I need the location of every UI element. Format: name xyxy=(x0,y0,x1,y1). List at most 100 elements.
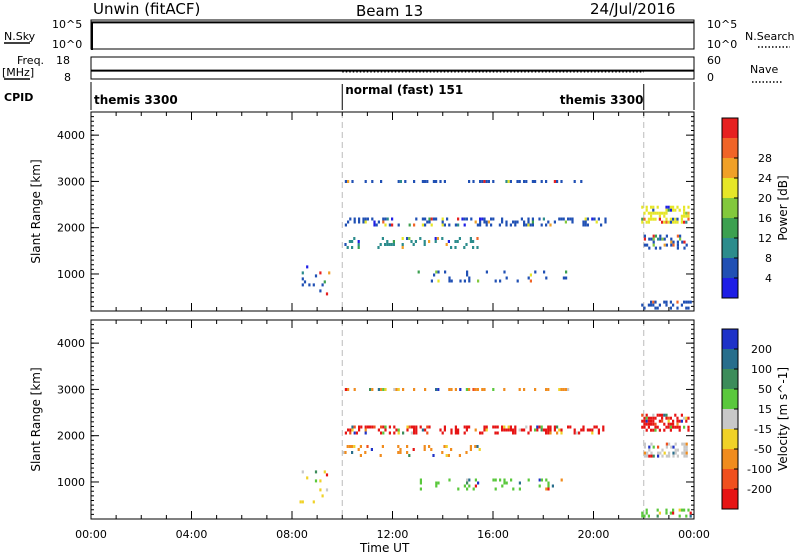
range-cell xyxy=(667,422,670,426)
colorbar-swatch xyxy=(722,329,738,349)
range-cell xyxy=(421,217,424,221)
range-cell xyxy=(681,451,684,455)
range-cell xyxy=(474,388,477,391)
range-cell xyxy=(678,425,681,429)
range-cell xyxy=(600,223,603,227)
range-cell xyxy=(604,220,607,224)
range-cell xyxy=(683,240,686,244)
range-cell xyxy=(505,428,508,432)
range-cell xyxy=(419,237,422,240)
range-cell xyxy=(424,223,427,227)
range-cell xyxy=(650,205,653,209)
range-cell xyxy=(301,277,304,281)
range-cell xyxy=(463,246,466,249)
range-cell xyxy=(479,431,482,435)
range-cell xyxy=(650,451,653,455)
colorbar-swatch xyxy=(722,469,738,489)
range-cell xyxy=(353,431,356,435)
range-cell xyxy=(534,270,537,274)
range-cell xyxy=(419,478,422,482)
range-cell xyxy=(658,303,661,307)
range-cell xyxy=(448,388,451,391)
range-cell xyxy=(353,445,356,448)
range-cell xyxy=(565,270,568,274)
range-cell xyxy=(545,276,548,280)
range-cell xyxy=(659,246,662,250)
range-cell xyxy=(643,422,646,426)
range-cell xyxy=(423,445,426,448)
range-cell xyxy=(379,243,382,246)
range-cell xyxy=(490,217,493,221)
range-cell xyxy=(369,388,372,391)
range-cell xyxy=(646,451,649,455)
range-cell xyxy=(680,413,683,417)
range-cell xyxy=(366,445,369,448)
range-cell xyxy=(448,279,451,283)
range-cell xyxy=(687,300,690,304)
range-cell xyxy=(441,220,444,224)
range-cell xyxy=(665,303,668,307)
range-cell xyxy=(527,217,530,221)
range-cell xyxy=(512,487,515,491)
range-cell xyxy=(518,180,521,183)
range-cell xyxy=(656,514,659,518)
range-cell xyxy=(481,431,484,435)
range-cell xyxy=(472,240,475,243)
range-cell xyxy=(430,448,433,451)
range-cell xyxy=(567,425,570,429)
range-cell xyxy=(527,276,530,280)
range-cell xyxy=(325,488,329,492)
range-cell xyxy=(643,234,646,238)
range-cell xyxy=(392,240,395,243)
range-cell xyxy=(426,220,429,224)
y-axis-label: Slant Range [km] xyxy=(29,159,43,263)
range-cell xyxy=(648,237,651,241)
range-cell xyxy=(678,208,681,212)
range-cell xyxy=(423,448,426,451)
range-cell xyxy=(672,425,675,429)
range-cell xyxy=(348,240,351,243)
range-cell xyxy=(667,416,670,420)
range-cell xyxy=(483,217,486,221)
range-cell xyxy=(669,220,672,224)
range-cell xyxy=(567,217,570,221)
range-cell xyxy=(468,484,471,488)
range-cell xyxy=(648,246,651,250)
range-cell xyxy=(687,428,690,432)
range-cell xyxy=(503,478,506,482)
range-cell xyxy=(503,425,506,429)
range-cell xyxy=(681,442,684,446)
range-cell xyxy=(346,445,349,448)
range-cell xyxy=(448,223,451,227)
range-cell xyxy=(463,484,466,488)
range-cell xyxy=(658,217,661,221)
range-cell xyxy=(685,243,688,247)
range-cell xyxy=(689,511,692,515)
freq-tick-bottom: 8 xyxy=(64,71,71,84)
range-cell xyxy=(351,425,354,429)
range-cell xyxy=(668,451,671,455)
range-cell xyxy=(672,240,675,244)
range-cell xyxy=(351,451,354,454)
panel-frame xyxy=(90,319,695,520)
range-cell xyxy=(450,388,453,391)
range-cell xyxy=(641,511,644,515)
nsky-tick-top: 10^5 xyxy=(52,18,82,31)
range-cell xyxy=(645,419,648,423)
range-cell xyxy=(643,211,646,215)
range-cell xyxy=(468,279,471,283)
range-cell xyxy=(476,445,479,448)
range-cell xyxy=(564,220,567,224)
range-cell xyxy=(665,442,668,446)
range-cell xyxy=(560,180,563,183)
range-cell xyxy=(683,208,686,212)
range-cell xyxy=(527,478,530,482)
nave-tick-top: 60 xyxy=(707,54,721,67)
range-cell xyxy=(680,217,683,221)
range-cell xyxy=(514,220,517,224)
range-cell xyxy=(474,484,477,488)
range-cell xyxy=(377,428,380,432)
range-cell xyxy=(413,180,416,183)
range-cell xyxy=(423,240,426,243)
colorbar-tick-label: -15 xyxy=(754,423,772,436)
